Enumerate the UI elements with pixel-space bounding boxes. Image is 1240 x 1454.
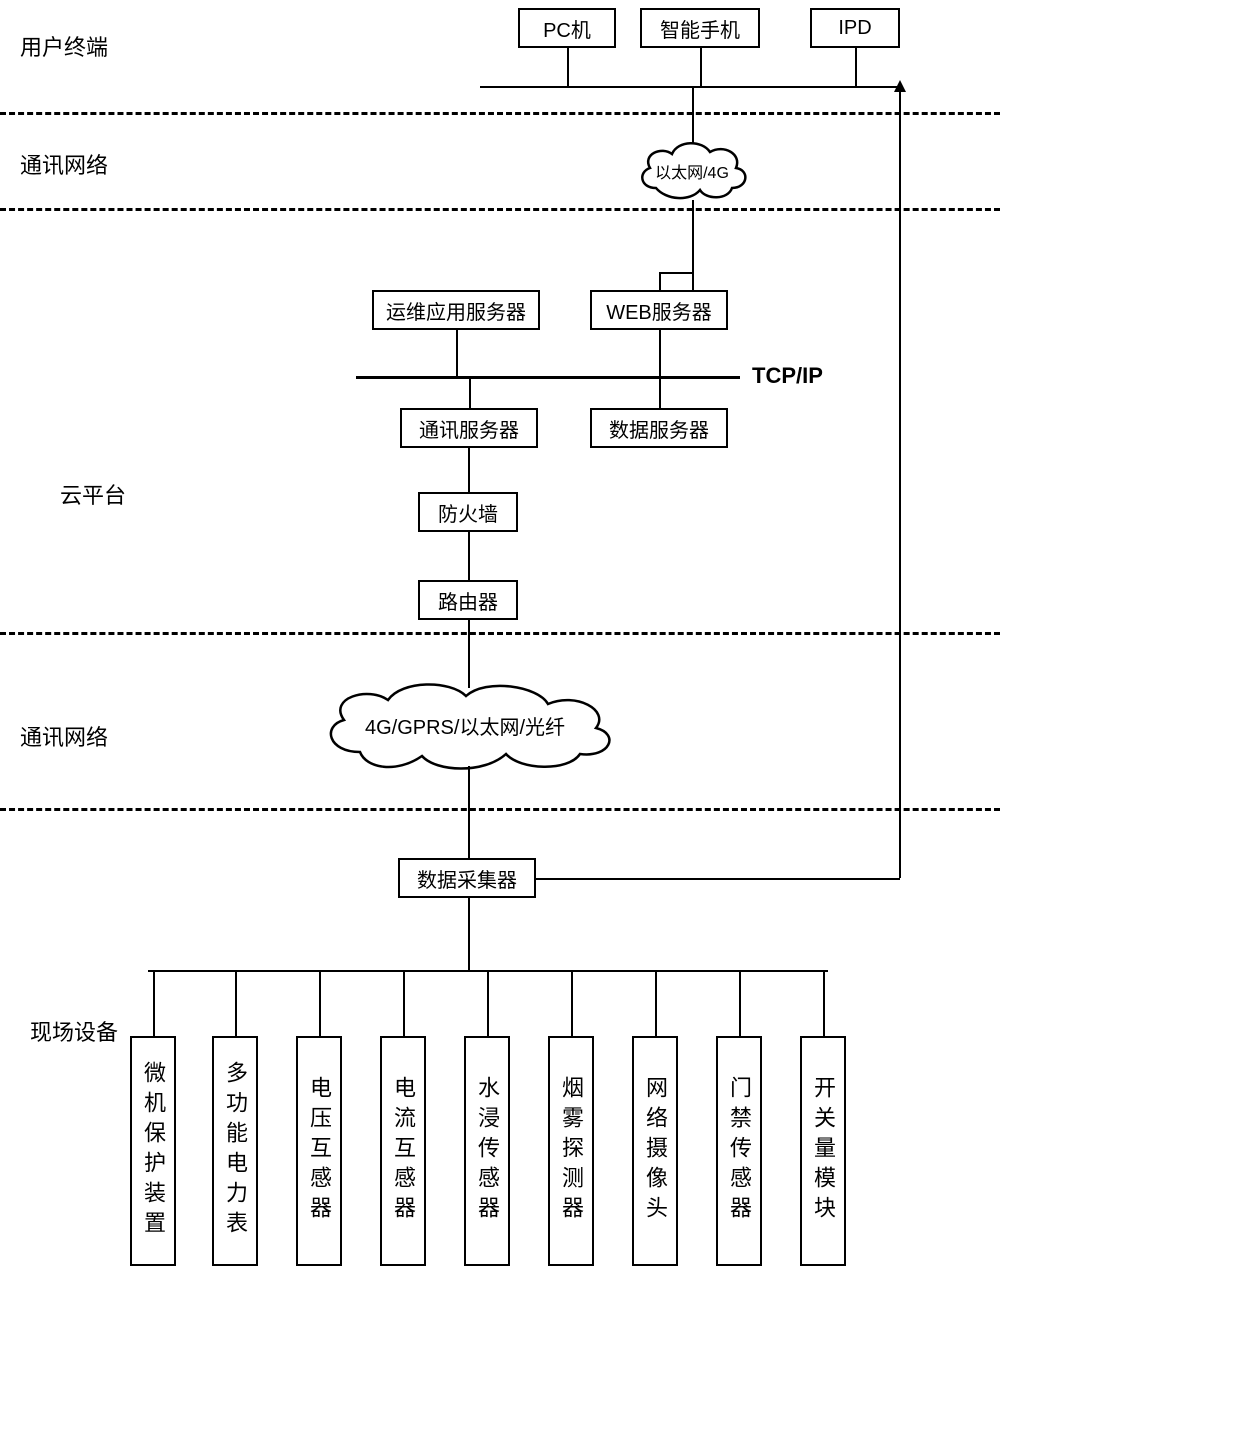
line-web-down	[659, 330, 661, 376]
divider-2	[0, 208, 1000, 211]
server-web: WEB服务器	[590, 290, 728, 330]
dev-box-4: 水浸传感器	[464, 1036, 510, 1266]
cloud-small-label: 以太网/4G	[655, 159, 729, 183]
dev-box-2: 电压互感器	[296, 1036, 342, 1266]
line-pc-down	[567, 48, 569, 86]
server-data: 数据服务器	[590, 408, 728, 448]
layer-cloud-platform: 云平台	[60, 478, 126, 510]
cloud-4g-gprs: 4G/GPRS/以太网/光纤	[310, 680, 620, 770]
divider-3	[0, 632, 1000, 635]
collector-right-h	[536, 878, 900, 880]
tcp-bus	[356, 376, 740, 379]
cloud-large-label: 4G/GPRS/以太网/光纤	[365, 711, 565, 740]
layer-comm-network-2: 通讯网络	[20, 720, 108, 752]
collector-right-v	[899, 86, 901, 878]
dev-stem-4	[487, 970, 489, 1036]
line-cloud-to-web-v	[692, 200, 694, 272]
server-router: 路由器	[418, 580, 518, 620]
dev-box-6: 网络摄像头	[632, 1036, 678, 1266]
dev-box-8: 开关量模块	[800, 1036, 846, 1266]
tcp-label: TCP/IP	[752, 363, 823, 389]
dev-box-5: 烟雾探测器	[548, 1036, 594, 1266]
dev-box-3: 电流互感器	[380, 1036, 426, 1266]
dev-stem-7	[739, 970, 741, 1036]
line-fw-to-router	[468, 532, 470, 580]
line-bus-to-cloud	[692, 86, 694, 144]
line-comm-up	[469, 376, 471, 408]
line-app-down	[456, 330, 458, 376]
server-firewall: 防火墙	[418, 492, 518, 532]
line-comm-to-fw	[468, 448, 470, 492]
dev-box-0: 微机保护装置	[130, 1036, 176, 1266]
divider-4	[0, 808, 1000, 811]
dev-stem-6	[655, 970, 657, 1036]
dev-stem-1	[235, 970, 237, 1036]
layer-user-terminal: 用户终端	[20, 30, 108, 62]
divider-1	[0, 112, 1000, 115]
dev-stem-5	[571, 970, 573, 1036]
server-app: 运维应用服务器	[372, 290, 540, 330]
dev-stem-3	[403, 970, 405, 1036]
dev-stem-8	[823, 970, 825, 1036]
cloud-ethernet-4g: 以太网/4G	[632, 138, 752, 204]
line-router-down	[468, 620, 470, 688]
terminal-pc: PC机	[518, 8, 616, 48]
terminal-phone: 智能手机	[640, 8, 760, 48]
terminal-bus	[480, 86, 900, 88]
line-web-up	[659, 272, 661, 290]
layer-comm-network-1: 通讯网络	[20, 148, 108, 180]
line-cloud-to-web	[659, 272, 693, 274]
line-phone-down	[700, 48, 702, 86]
layer-field-devices: 现场设备	[30, 1015, 118, 1047]
architecture-diagram: 用户终端 通讯网络 云平台 通讯网络 现场设备 PC机 智能手机 IPD 以太网…	[0, 0, 1240, 1454]
line-cloud-to-collector	[468, 766, 470, 858]
server-comm: 通讯服务器	[400, 408, 538, 448]
line-ipd-down	[855, 48, 857, 86]
terminal-ipd: IPD	[810, 8, 900, 48]
line-data-up	[659, 376, 661, 408]
data-collector: 数据采集器	[398, 858, 536, 898]
dev-stem-2	[319, 970, 321, 1036]
line-collector-down	[468, 898, 470, 970]
dev-box-1: 多功能电力表	[212, 1036, 258, 1266]
dev-stem-0	[153, 970, 155, 1036]
dev-box-7: 门禁传感器	[716, 1036, 762, 1266]
